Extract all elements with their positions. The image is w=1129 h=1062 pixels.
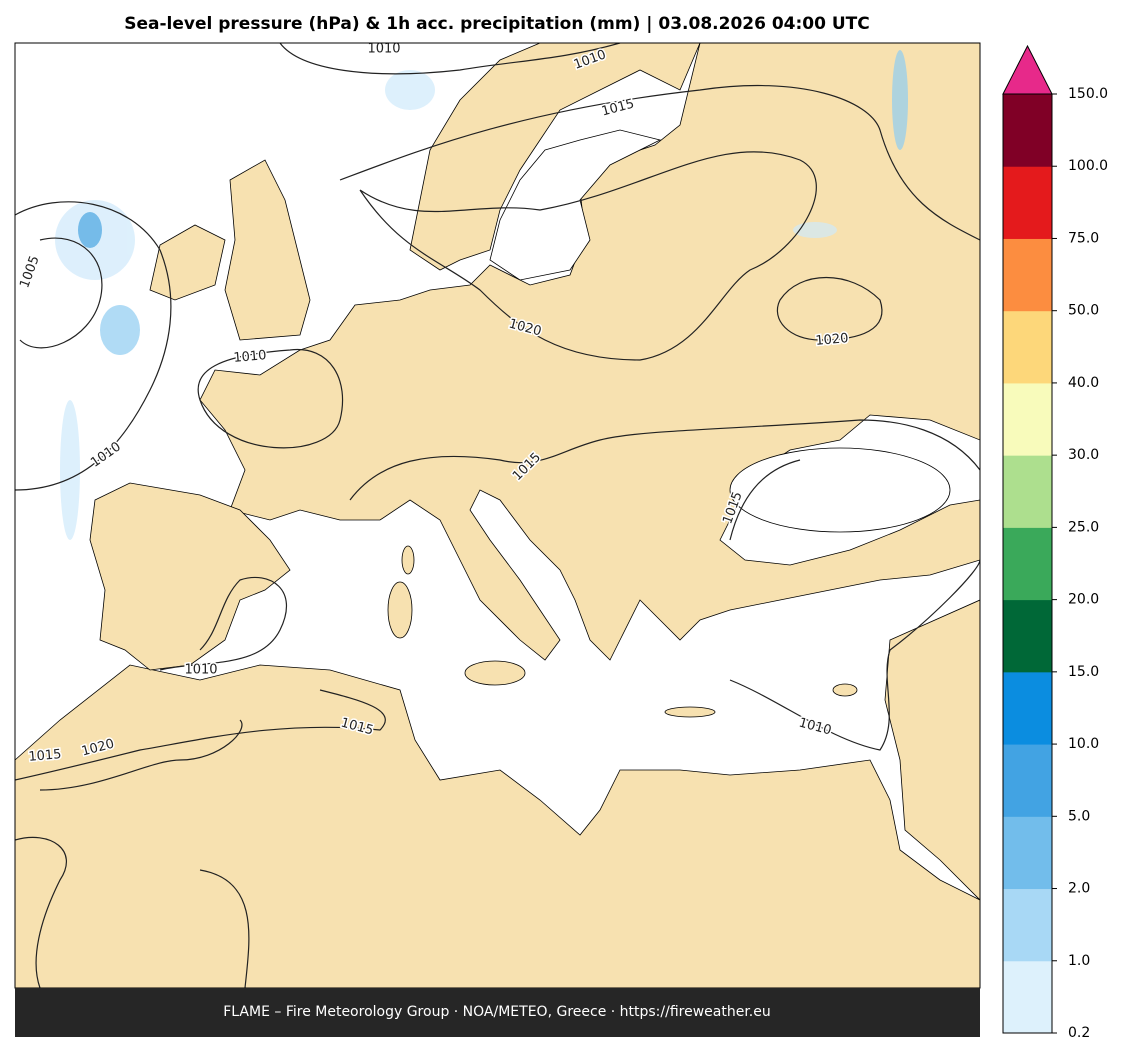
isobar (349, 419, 980, 501)
colorbar-frame (1002, 93, 1053, 1034)
europe (199, 43, 980, 661)
isobar (729, 459, 801, 541)
footer-bar (15, 988, 980, 1037)
isobar (776, 276, 883, 341)
colorbar-segment (1003, 310, 1052, 384)
cyprus (832, 683, 858, 697)
colorbar-tick-label: 50.0 (1068, 303, 1099, 319)
contour-label: 1010 (233, 348, 267, 366)
isobar (729, 559, 980, 751)
britain (224, 159, 311, 341)
colorbar-segment (1003, 94, 1052, 167)
precip-area (793, 222, 837, 238)
baltic-sea (489, 129, 662, 281)
precip-area (385, 70, 435, 110)
isobar (15, 836, 67, 988)
colorbar-segment (1003, 744, 1052, 817)
contour-label: 1010 (367, 42, 400, 57)
africa (15, 664, 980, 988)
colorbar-segment (1003, 455, 1052, 528)
crete (664, 706, 716, 718)
precipitation (55, 50, 908, 540)
colorbar-segment (1003, 382, 1052, 456)
precip-area (78, 212, 102, 248)
isobar (15, 689, 386, 781)
title: Sea-level pressure (hPa) & 1h acc. preci… (124, 14, 870, 34)
isobar (19, 237, 103, 349)
isobar (159, 576, 287, 671)
sardinia (387, 581, 413, 639)
black-sea (729, 447, 951, 533)
colorbar: 0.2 1.0 2.0 5.0 10.0 15.0 20.0 25.0 30.0 40.0 50.0… (1002, 44, 1108, 1041)
colorbar-segment (1003, 527, 1052, 601)
colorbar-tick-label: 20.0 (1068, 592, 1099, 608)
isobar (339, 84, 980, 241)
isobar (279, 43, 621, 75)
colorbar-segment (1003, 960, 1052, 1034)
middle-east (884, 599, 980, 901)
footer: FLAME – Fire Meteorology Group · NOA/MET… (223, 1004, 771, 1020)
colorbar-segment (1003, 816, 1052, 890)
precip-area (892, 50, 908, 150)
colorbar-segment (1003, 671, 1052, 745)
colorbar-segment (1003, 599, 1052, 673)
isobar (199, 869, 250, 988)
colorbar-tick-label: 0.2 (1068, 1025, 1090, 1041)
isobar (359, 151, 817, 361)
colorbar-tick-label: 10.0 (1068, 736, 1099, 752)
colorbar-tick-label: 5.0 (1068, 808, 1090, 824)
contour-label: 1020 (815, 331, 849, 349)
colorbar-tick-label: 1.0 (1068, 953, 1090, 969)
colorbar-tick-label: 100.0 (1068, 158, 1108, 174)
contour-label: 1015 (28, 747, 62, 765)
isobars (15, 43, 980, 988)
land (15, 43, 980, 988)
colorbar-extend (1002, 44, 1053, 95)
isobar (197, 348, 344, 449)
map: 1010 101010151005101010101020102010151015… (15, 42, 980, 988)
isobar (39, 719, 243, 791)
sicily (464, 660, 526, 686)
colorbar-tick-label: 2.0 (1068, 881, 1090, 897)
colorbar-tick-label: 75.0 (1068, 230, 1099, 246)
colorbar-tick-label: 40.0 (1068, 375, 1099, 391)
colorbar-tick-label: 25.0 (1068, 519, 1099, 535)
contour-label: 1010 (184, 663, 217, 678)
colorbar-segment (1003, 166, 1052, 239)
precip-area (100, 305, 140, 355)
colorbar-segment (1003, 888, 1052, 962)
isobar (15, 201, 172, 491)
corsica (401, 545, 415, 575)
precip-area (60, 400, 80, 540)
colorbar-tick-label: 150.0 (1068, 86, 1108, 102)
colorbar-segment (1003, 238, 1052, 312)
scandinavia (409, 43, 701, 271)
colorbar-tick-label: 15.0 (1068, 664, 1099, 680)
iberia (89, 482, 291, 671)
colorbar-tick-label: 30.0 (1068, 447, 1099, 463)
